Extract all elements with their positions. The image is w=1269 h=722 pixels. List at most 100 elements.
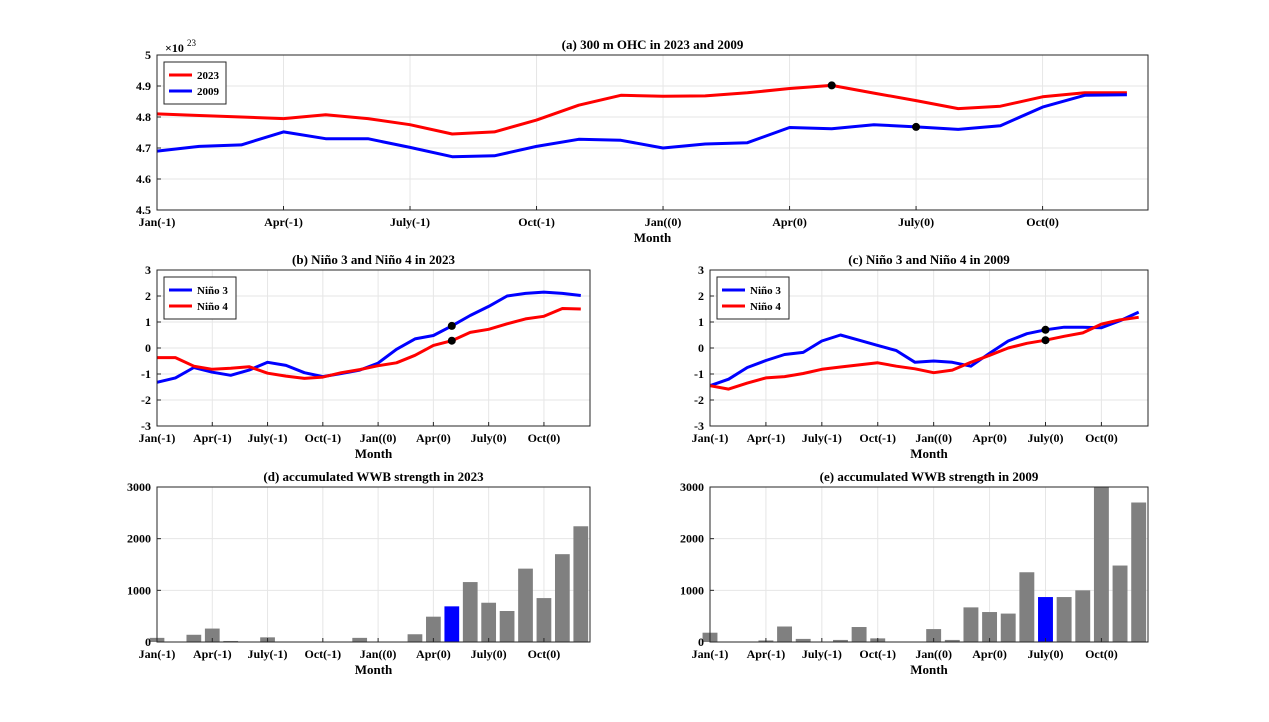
panel-e: Jan(-1) Apr(-1) July(-1) Oct(-1) Jan((0) Apr(… bbox=[680, 469, 1149, 677]
bar bbox=[851, 627, 867, 642]
bar bbox=[1093, 487, 1109, 642]
x-tick-label: Apr(-1) bbox=[193, 431, 232, 445]
chart-title: (c) Niño 3 and Niño 4 in 2009 bbox=[848, 252, 1010, 267]
y-tick-label: 2 bbox=[698, 289, 704, 303]
x-tick-label: Jan(-1) bbox=[139, 647, 176, 661]
y-tick-label: 4.5 bbox=[136, 203, 151, 217]
marker-point bbox=[1041, 336, 1050, 345]
bar bbox=[1112, 565, 1128, 642]
y-exponent-label: ×10 bbox=[165, 41, 184, 55]
x-tick-label: July(0) bbox=[471, 647, 507, 661]
y-tick-label: -1 bbox=[141, 367, 151, 381]
y-tick-label: 1 bbox=[698, 315, 704, 329]
y-tick-label: -2 bbox=[141, 393, 151, 407]
bar bbox=[573, 526, 589, 642]
axes-box bbox=[156, 486, 591, 643]
x-tick-label: Jan((0) bbox=[360, 647, 397, 661]
x-tick-label: Jan(-1) bbox=[692, 647, 729, 661]
y-tick-label: 3000 bbox=[680, 480, 704, 494]
bar bbox=[963, 607, 979, 642]
x-tick-label: Apr(-1) bbox=[264, 215, 303, 229]
y-tick-label: 2000 bbox=[680, 532, 704, 546]
x-tick-label: Jan(-1) bbox=[139, 215, 176, 229]
panel-c: Jan(-1) Apr(-1) July(-1) Oct(-1) Jan((0) Apr(… bbox=[692, 252, 1149, 461]
y-tick-label: 0 bbox=[145, 341, 151, 355]
y-tick-label: 2 bbox=[145, 289, 151, 303]
x-tick-label: Oct(0) bbox=[1085, 431, 1118, 445]
y-tick-label: 4.8 bbox=[136, 110, 151, 124]
y-tick-label: 3 bbox=[145, 263, 151, 277]
series-line-1 bbox=[156, 93, 1127, 159]
bar bbox=[462, 582, 478, 642]
bar bbox=[481, 602, 497, 642]
chart-title: (a) 300 m OHC in 2023 and 2009 bbox=[562, 37, 744, 52]
bar bbox=[795, 638, 811, 642]
y-tick-label: 3000 bbox=[127, 480, 151, 494]
y-tick-label: 0 bbox=[698, 341, 704, 355]
panel-a: Jan(-1) Apr(-1) July(-1) Oct(-1) Jan((0) Apr(… bbox=[136, 37, 1149, 245]
y-exponent-power: 23 bbox=[187, 38, 197, 48]
y-tick-label: 1 bbox=[145, 315, 151, 329]
x-tick-label: Apr(-1) bbox=[747, 647, 786, 661]
bar bbox=[777, 626, 793, 642]
bar bbox=[1131, 502, 1147, 642]
y-tick-label: 4.9 bbox=[136, 79, 151, 93]
x-tick-label: Jan(-1) bbox=[139, 431, 176, 445]
legend-box bbox=[716, 276, 790, 320]
y-tick-label: 1000 bbox=[680, 583, 704, 597]
y-tick-label: 4.6 bbox=[136, 172, 151, 186]
series-line-0 bbox=[156, 83, 1127, 136]
bar bbox=[1075, 590, 1091, 642]
legend-label: Niño 4 bbox=[197, 301, 228, 313]
x-axis-label: Month bbox=[355, 662, 393, 677]
y-tick-label: 0 bbox=[145, 635, 151, 649]
bar bbox=[518, 568, 533, 642]
bar bbox=[444, 606, 460, 642]
x-tick-label: July(-1) bbox=[248, 431, 288, 445]
bar bbox=[833, 639, 848, 642]
y-tick-label: -2 bbox=[694, 393, 704, 407]
x-axis-label: Month bbox=[634, 230, 672, 245]
y-tick-label: 5 bbox=[145, 48, 151, 62]
bar bbox=[1000, 613, 1016, 642]
chart-title: (d) accumulated WWB strength in 2023 bbox=[263, 469, 484, 484]
x-tick-label: Apr(-1) bbox=[747, 431, 786, 445]
x-tick-label: Apr(-1) bbox=[193, 647, 232, 661]
panel-b: Jan(-1) Apr(-1) July(-1) Oct(-1) Jan((0) Apr(… bbox=[139, 252, 591, 461]
x-tick-label: July(0) bbox=[1027, 431, 1063, 445]
bar bbox=[352, 637, 368, 642]
x-tick-label: July(-1) bbox=[802, 647, 842, 661]
x-tick-label: Oct(-1) bbox=[518, 215, 555, 229]
bar bbox=[944, 639, 960, 642]
marker-point bbox=[447, 321, 456, 330]
bar bbox=[426, 616, 441, 642]
y-tick-label: -1 bbox=[694, 367, 704, 381]
x-tick-label: Oct(0) bbox=[1085, 647, 1118, 661]
x-tick-label: Oct(-1) bbox=[305, 647, 342, 661]
legend-label: Niño 3 bbox=[197, 285, 228, 297]
legend-label: 2009 bbox=[197, 86, 220, 98]
x-tick-label: July(0) bbox=[471, 431, 507, 445]
x-tick-label: Jan(-1) bbox=[692, 431, 729, 445]
x-tick-label: Jan((0) bbox=[645, 215, 682, 229]
bar bbox=[1019, 572, 1035, 642]
x-tick-label: Oct(0) bbox=[1026, 215, 1059, 229]
marker-point bbox=[827, 81, 836, 90]
marker-point bbox=[912, 122, 921, 131]
x-tick-label: July(0) bbox=[898, 215, 934, 229]
x-axis-label: Month bbox=[910, 446, 948, 461]
x-tick-label: Oct(-1) bbox=[305, 431, 342, 445]
y-tick-label: 0 bbox=[698, 635, 704, 649]
x-tick-label: July(-1) bbox=[390, 215, 430, 229]
series-line-1 bbox=[157, 307, 581, 380]
legend-box bbox=[163, 276, 237, 320]
axes-box bbox=[709, 486, 1149, 643]
series-line-0 bbox=[709, 310, 1140, 388]
x-tick-label: Jan((0) bbox=[915, 647, 952, 661]
bar bbox=[982, 612, 998, 642]
bar bbox=[407, 634, 423, 642]
x-tick-label: Apr(0) bbox=[972, 647, 1007, 661]
y-tick-label: 1000 bbox=[127, 583, 151, 597]
panel-d: Jan(-1) Apr(-1) July(-1) Oct(-1) Jan((0) Apr(… bbox=[127, 469, 591, 677]
bar bbox=[536, 598, 552, 642]
